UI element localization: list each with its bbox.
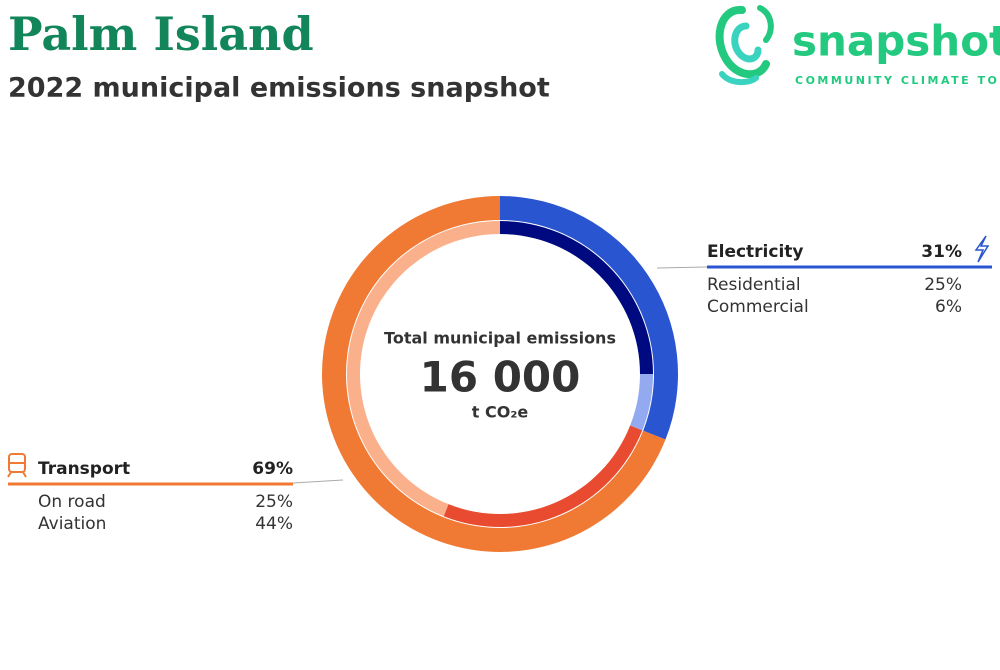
category-value: 31% (921, 242, 962, 262)
logo-name: snapshot (792, 17, 1000, 66)
total: 16 000 (420, 353, 581, 402)
subcategory-value: 6% (935, 297, 962, 317)
subcategory-name: On road (38, 492, 106, 512)
category-value: 69% (252, 459, 293, 479)
unit: t CO₂e (472, 403, 529, 422)
category-name: Electricity (707, 242, 804, 262)
logo (715, 5, 774, 86)
leader-line (292, 479, 344, 484)
logo-tagline: COMMUNITY CLIMATE TOOL (795, 74, 1000, 87)
subcategory-value: 25% (255, 492, 293, 512)
outer-segment (500, 196, 679, 440)
inner-segment (500, 221, 653, 374)
leader-line (656, 266, 708, 269)
electricity-icon (974, 235, 990, 263)
subcategory-value: 44% (255, 514, 293, 534)
subtitle: 2022 municipal emissions snapshot (8, 73, 550, 104)
subcategory-name: Commercial (707, 297, 809, 317)
subcategory-name: Residential (707, 275, 801, 295)
inner-segment (443, 425, 643, 527)
inner-segment (630, 374, 653, 431)
title: Palm Island (8, 7, 314, 61)
category-name: Transport (38, 459, 130, 479)
transport-icon (7, 453, 27, 478)
subcategory-value: 25% (924, 275, 962, 295)
center-title: Total municipal emissions (384, 329, 616, 348)
subcategory-name: Aviation (38, 514, 106, 534)
